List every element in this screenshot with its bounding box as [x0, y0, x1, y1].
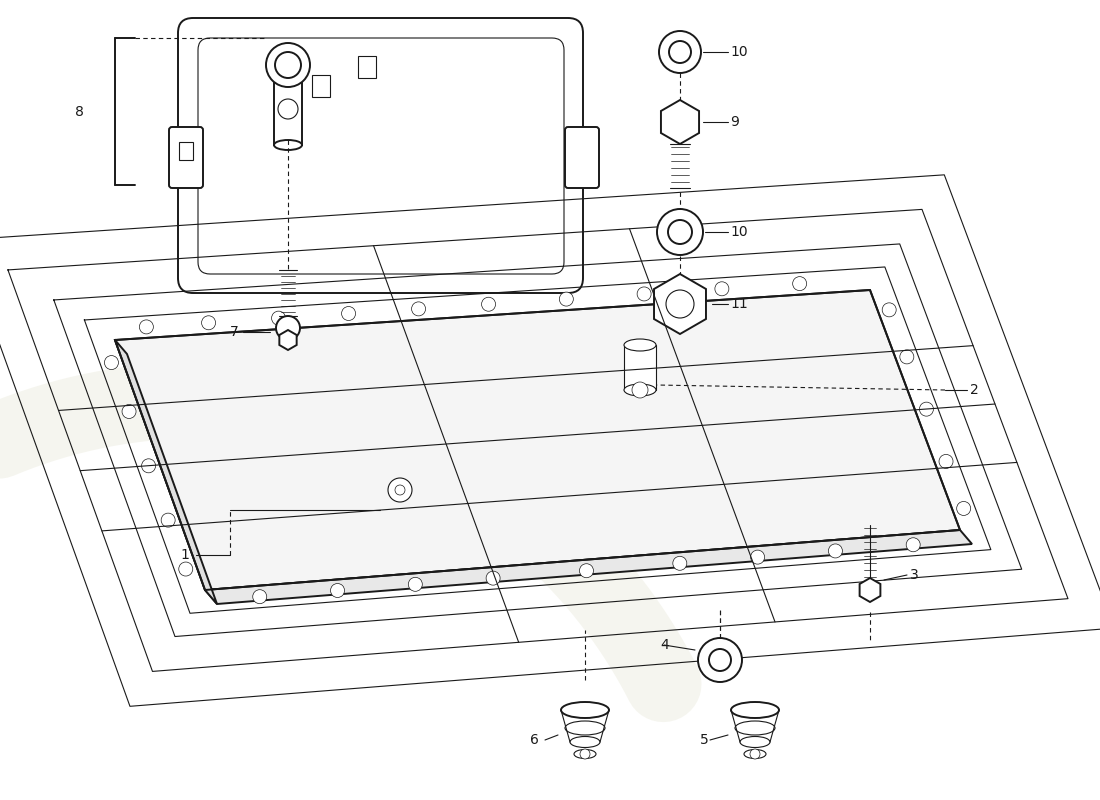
Polygon shape	[116, 290, 960, 590]
Ellipse shape	[735, 721, 776, 735]
Circle shape	[140, 320, 153, 334]
Text: 10: 10	[730, 45, 748, 59]
Circle shape	[179, 562, 192, 576]
Circle shape	[666, 290, 694, 318]
Text: 11: 11	[730, 297, 748, 311]
Circle shape	[266, 43, 310, 87]
Circle shape	[486, 571, 500, 585]
Circle shape	[906, 538, 921, 552]
FancyBboxPatch shape	[169, 127, 204, 188]
Circle shape	[272, 311, 286, 325]
Text: 3: 3	[910, 568, 918, 582]
Circle shape	[882, 303, 896, 317]
Ellipse shape	[565, 721, 605, 735]
Circle shape	[253, 590, 266, 604]
Circle shape	[793, 277, 806, 290]
Circle shape	[900, 350, 914, 364]
Ellipse shape	[561, 702, 609, 718]
Circle shape	[750, 749, 760, 759]
Circle shape	[710, 649, 732, 671]
Text: 1: 1	[180, 548, 189, 562]
Circle shape	[580, 564, 594, 578]
Text: europes: europes	[191, 355, 889, 505]
Text: 8: 8	[75, 105, 84, 119]
Circle shape	[698, 638, 742, 682]
Ellipse shape	[732, 702, 779, 718]
Text: 6: 6	[530, 733, 539, 747]
Text: 7: 7	[230, 325, 239, 339]
Ellipse shape	[574, 750, 596, 758]
Ellipse shape	[624, 339, 656, 351]
Circle shape	[957, 502, 970, 515]
Circle shape	[162, 513, 175, 527]
Circle shape	[276, 316, 300, 340]
Text: a passion for parts since 1985: a passion for parts since 1985	[230, 546, 691, 574]
Circle shape	[482, 298, 496, 311]
Ellipse shape	[744, 750, 766, 758]
Circle shape	[580, 749, 590, 759]
Ellipse shape	[274, 140, 302, 150]
Circle shape	[750, 550, 764, 564]
Bar	[274, 73, 302, 145]
Circle shape	[559, 292, 573, 306]
FancyBboxPatch shape	[178, 18, 583, 293]
Circle shape	[411, 302, 426, 316]
Text: 9: 9	[730, 115, 739, 129]
Polygon shape	[859, 578, 880, 602]
Circle shape	[122, 405, 136, 418]
Text: 5: 5	[700, 733, 708, 747]
Polygon shape	[661, 100, 700, 144]
Bar	[179, 142, 192, 160]
Polygon shape	[279, 330, 297, 350]
Ellipse shape	[624, 384, 656, 396]
Ellipse shape	[570, 737, 600, 747]
Circle shape	[142, 459, 155, 473]
Polygon shape	[116, 340, 217, 604]
Circle shape	[659, 31, 701, 73]
Circle shape	[330, 583, 344, 598]
Circle shape	[388, 478, 412, 502]
Circle shape	[939, 454, 953, 469]
Ellipse shape	[740, 737, 770, 747]
Circle shape	[104, 355, 119, 370]
Circle shape	[275, 52, 301, 78]
FancyBboxPatch shape	[565, 127, 600, 188]
Circle shape	[201, 316, 216, 330]
Circle shape	[657, 209, 703, 255]
Circle shape	[715, 282, 729, 296]
Polygon shape	[654, 274, 706, 334]
Polygon shape	[205, 530, 972, 604]
Circle shape	[828, 544, 843, 558]
Circle shape	[395, 485, 405, 495]
Circle shape	[920, 402, 934, 416]
Circle shape	[632, 382, 648, 398]
Circle shape	[673, 556, 686, 570]
FancyBboxPatch shape	[198, 38, 564, 274]
Bar	[624, 345, 656, 390]
Circle shape	[342, 306, 355, 321]
Bar	[312, 75, 330, 97]
Circle shape	[278, 99, 298, 119]
Text: 2: 2	[970, 383, 979, 397]
Circle shape	[408, 578, 422, 591]
Circle shape	[637, 287, 651, 301]
Bar	[358, 56, 376, 78]
Circle shape	[668, 220, 692, 244]
Circle shape	[669, 41, 691, 63]
Text: 4: 4	[660, 638, 669, 652]
Text: 10: 10	[730, 225, 748, 239]
Ellipse shape	[274, 68, 302, 78]
